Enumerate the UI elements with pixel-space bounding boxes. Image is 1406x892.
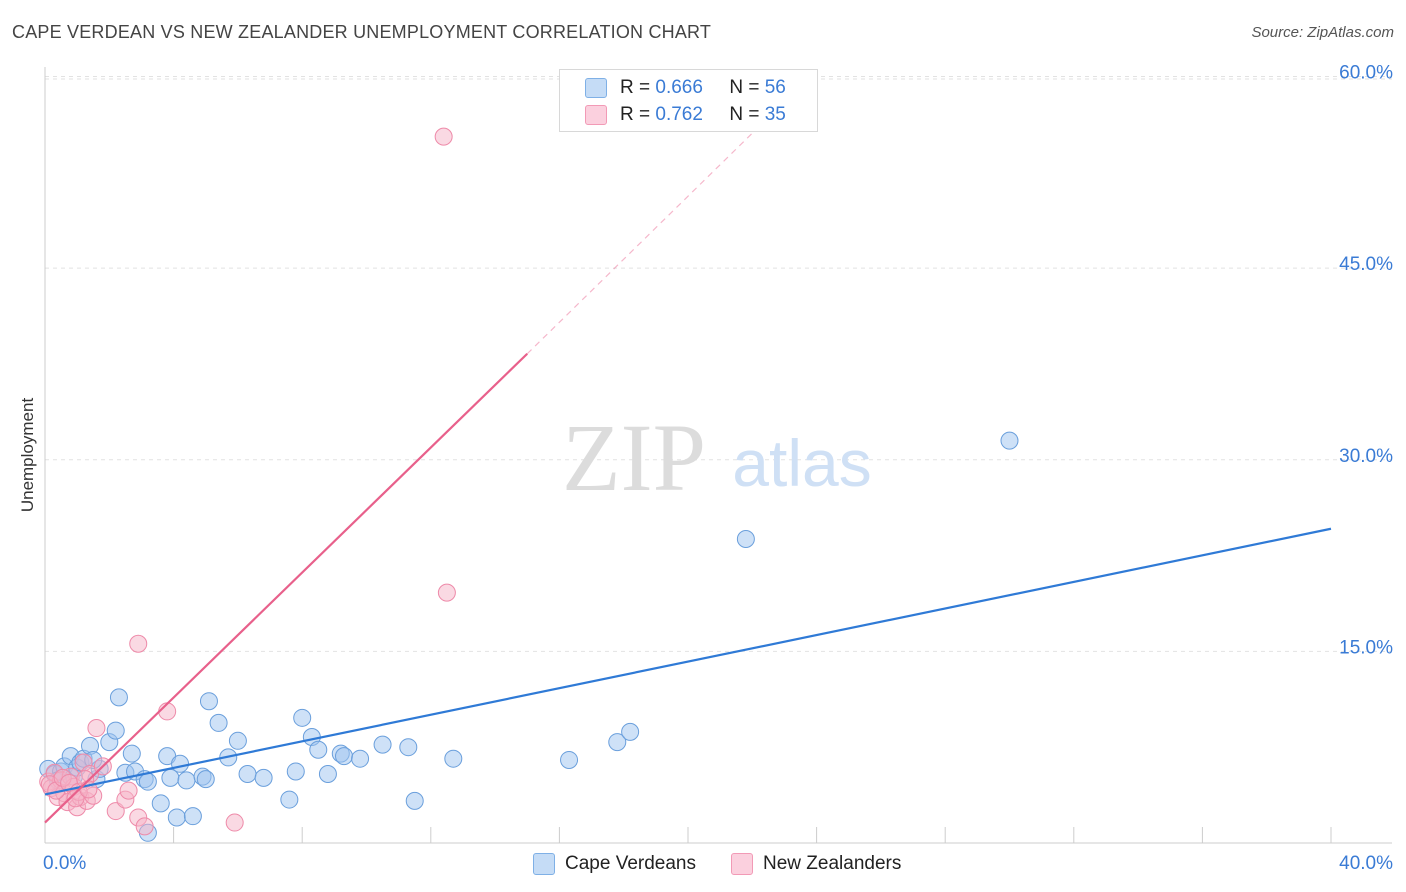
bottom-legend-swatch-blue [533, 853, 555, 875]
n-value: 56 [764, 77, 786, 98]
n-label: N = [729, 104, 760, 125]
point-new-zealander [66, 789, 85, 808]
point-cape-verdean [138, 772, 157, 791]
r-value: 0.762 [655, 104, 703, 125]
point-new-zealander [225, 813, 244, 832]
data-points [39, 127, 1019, 842]
grid-lines [45, 76, 1392, 652]
point-cape-verdean [608, 733, 627, 752]
point-cape-verdean [151, 794, 170, 813]
y-tick-label: 45.0% [1339, 254, 1393, 275]
point-cape-verdean [122, 744, 141, 763]
trend-line-new-zealanders [44, 352, 529, 824]
point-cape-verdean [309, 740, 328, 759]
point-new-zealander [129, 634, 148, 653]
point-new-zealander [437, 583, 456, 602]
point-cape-verdean [238, 765, 257, 784]
point-cape-verdean [318, 765, 337, 784]
point-cape-verdean [560, 750, 579, 769]
point-cape-verdean [736, 529, 755, 548]
point-cape-verdean [405, 791, 424, 810]
point-new-zealander [87, 719, 106, 738]
point-cape-verdean [351, 749, 370, 768]
point-cape-verdean [183, 807, 202, 826]
point-new-zealander [119, 781, 138, 800]
point-cape-verdean [177, 771, 196, 790]
x-tick-label-start: 0.0% [43, 853, 86, 874]
tick-labels: 15.0% 30.0% 45.0% 60.0% 0.0% 40.0% [43, 63, 1393, 874]
point-cape-verdean [228, 731, 247, 750]
point-new-zealander [135, 817, 154, 836]
r-value: 0.666 [655, 77, 703, 98]
bottom-legend-label: Cape Verdeans [565, 853, 696, 874]
chart-title: CAPE VERDEAN VS NEW ZEALANDER UNEMPLOYME… [12, 22, 712, 42]
point-new-zealander [434, 127, 453, 146]
point-cape-verdean [293, 708, 312, 727]
point-cape-verdean [621, 722, 640, 741]
watermark-zip: ZIP [562, 404, 706, 511]
y-tick-label: 30.0% [1339, 446, 1393, 467]
trend-lines [44, 117, 1332, 824]
point-cape-verdean [373, 735, 392, 754]
point-cape-verdean [109, 688, 128, 707]
point-cape-verdean [106, 721, 125, 740]
point-cape-verdean [254, 768, 273, 787]
point-cape-verdean [444, 749, 463, 768]
point-cape-verdean [209, 713, 228, 732]
point-cape-verdean [167, 808, 186, 827]
watermark-atlas: atlas [732, 426, 871, 500]
legend-swatch-pink [585, 105, 607, 125]
legend-swatch-blue [585, 78, 607, 98]
y-tick-label: 60.0% [1339, 63, 1393, 84]
trend-line-cape-verdeans [44, 527, 1332, 796]
x-tick-label-end: 40.0% [1339, 853, 1393, 874]
point-cape-verdean [399, 738, 418, 757]
bottom-legend-swatch-pink [731, 853, 753, 875]
y-tick-label: 15.0% [1339, 637, 1393, 658]
r-label: R = [620, 77, 651, 98]
point-cape-verdean [334, 747, 353, 766]
watermark: ZIP atlas [562, 404, 872, 511]
bottom-legend-label: New Zealanders [763, 853, 902, 874]
n-value: 35 [764, 104, 786, 125]
n-label: N = [729, 77, 760, 98]
point-new-zealander [158, 702, 177, 721]
axes [44, 67, 1392, 844]
point-cape-verdean [171, 754, 190, 773]
point-cape-verdean [280, 790, 299, 809]
trend-line-extension [526, 117, 769, 355]
point-cape-verdean [286, 762, 305, 781]
point-cape-verdean [1000, 431, 1019, 450]
y-axis-label: Unemployment [18, 397, 37, 513]
r-label: R = [620, 104, 651, 125]
point-cape-verdean [199, 692, 218, 711]
correlation-legend: R = 0.666 N = 56 R = 0.762 N = 35 [559, 69, 818, 132]
point-new-zealander [106, 802, 125, 821]
source-credit: Source: ZipAtlas.com [1251, 24, 1394, 41]
point-cape-verdean [196, 770, 215, 789]
